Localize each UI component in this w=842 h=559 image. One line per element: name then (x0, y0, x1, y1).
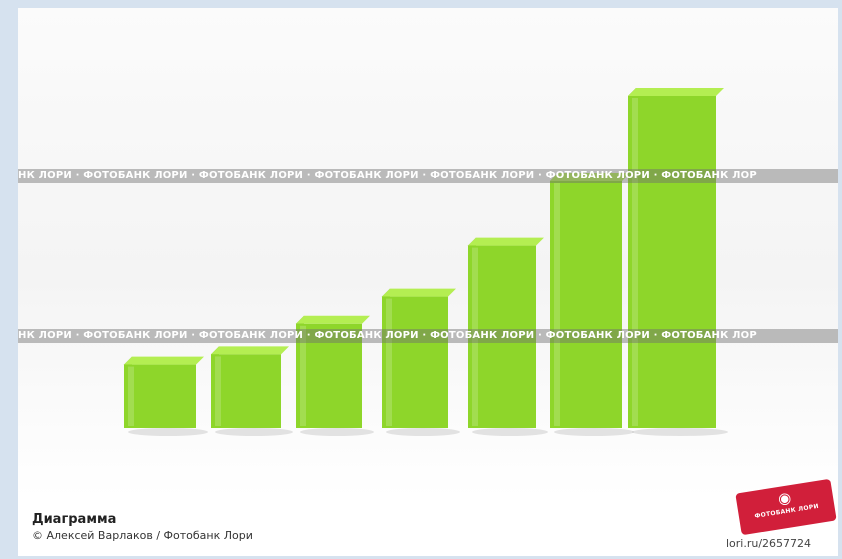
stock-photo: НК ЛОРИ · ФОТОБАНК ЛОРИ · ФОТОБАНК ЛОРИ … (18, 8, 838, 498)
graph-bar (124, 356, 208, 436)
graph-bar (468, 237, 548, 436)
watermark-band: НК ЛОРИ · ФОТОБАНК ЛОРИ · ФОТОБАНК ЛОРИ … (18, 329, 838, 343)
watermark-band: НК ЛОРИ · ФОТОБАНК ЛОРИ · ФОТОБАНК ЛОРИ … (18, 169, 838, 183)
graph-bar (382, 288, 460, 436)
image-frame: НК ЛОРИ · ФОТОБАНК ЛОРИ · ФОТОБАНК ЛОРИ … (18, 8, 838, 556)
graph-bar (296, 315, 374, 436)
graph-bar (628, 88, 728, 436)
graph-bar (550, 173, 634, 436)
bar-graph-illustration (124, 88, 728, 436)
graph-bar (211, 346, 293, 436)
source-url: lori.ru/2657724 (726, 537, 812, 550)
photo-title: Диаграмма (32, 512, 117, 527)
photo-credit: © Алексей Варлаков / Фотобанк Лори (32, 529, 253, 542)
